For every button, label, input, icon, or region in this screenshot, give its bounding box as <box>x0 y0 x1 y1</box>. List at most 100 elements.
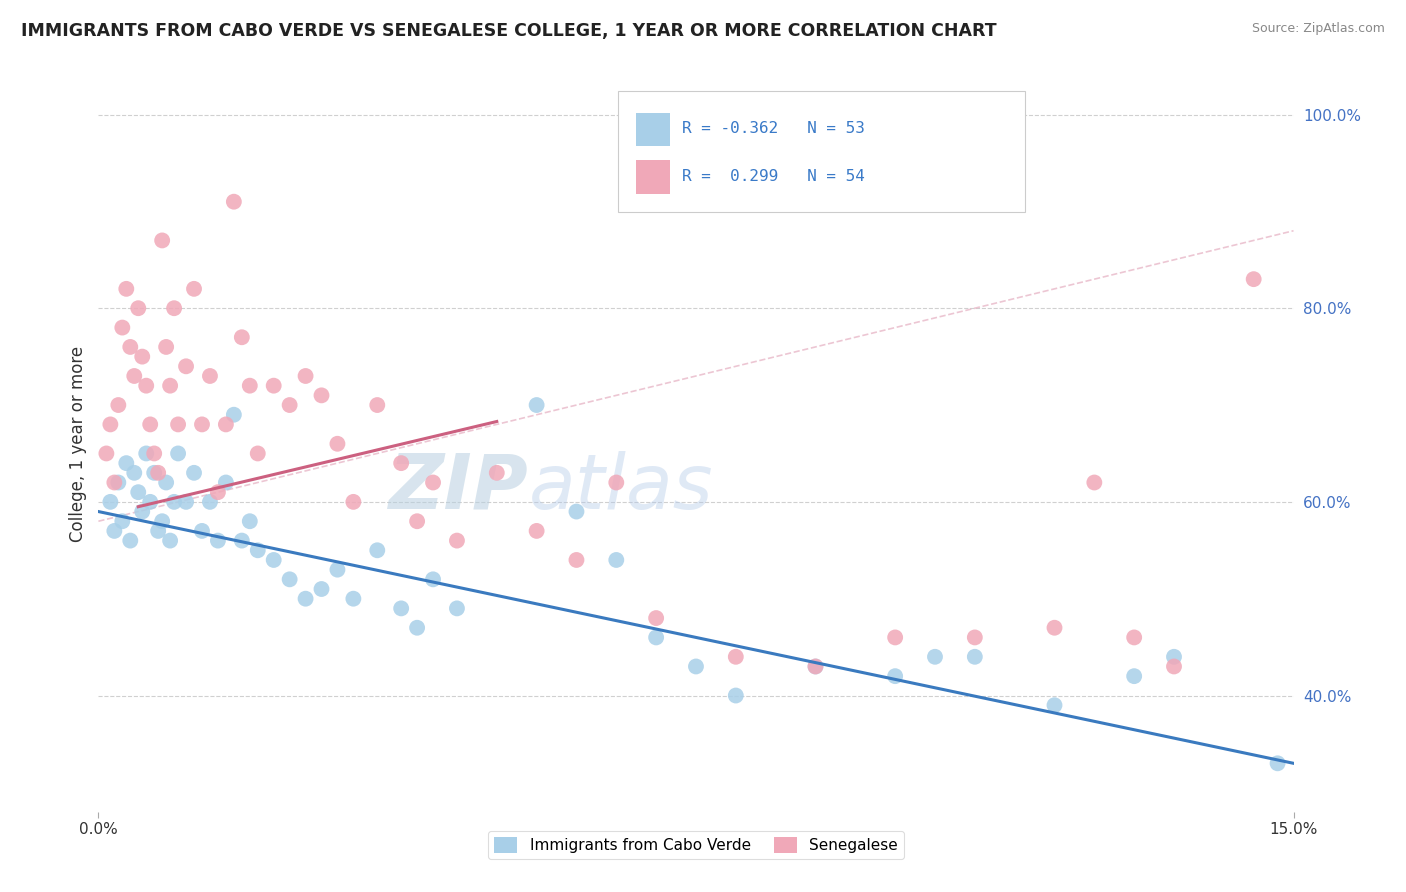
Point <box>150 514 173 528</box>
Point <box>163 495 186 509</box>
Point <box>103 524 125 538</box>
Point <box>446 601 468 615</box>
Point <box>963 631 986 645</box>
Point <box>1043 621 1066 635</box>
Point <box>724 649 747 664</box>
Point <box>222 194 245 209</box>
Point <box>278 398 301 412</box>
Point <box>685 659 707 673</box>
Point <box>139 417 162 432</box>
Text: Source: ZipAtlas.com: Source: ZipAtlas.com <box>1251 22 1385 36</box>
Point <box>191 417 214 432</box>
Point <box>222 408 245 422</box>
Point <box>342 495 364 509</box>
Point <box>107 475 129 490</box>
Point <box>183 466 205 480</box>
Point <box>963 649 986 664</box>
Point <box>183 282 205 296</box>
Point <box>1267 756 1289 771</box>
Point <box>139 495 162 509</box>
Point <box>120 533 142 548</box>
Text: atlas: atlas <box>529 451 713 524</box>
Point <box>131 350 153 364</box>
Text: IMMIGRANTS FROM CABO VERDE VS SENEGALESE COLLEGE, 1 YEAR OR MORE CORRELATION CHA: IMMIGRANTS FROM CABO VERDE VS SENEGALESE… <box>21 22 997 40</box>
Point <box>1163 649 1185 664</box>
Point <box>198 495 221 509</box>
Point <box>605 553 627 567</box>
Point <box>150 234 173 248</box>
Point <box>143 466 166 480</box>
Point <box>115 282 138 296</box>
Point <box>526 524 548 538</box>
Point <box>111 514 134 528</box>
Point <box>127 301 149 316</box>
Point <box>1123 631 1146 645</box>
Point <box>167 417 190 432</box>
Point <box>326 436 349 450</box>
Point <box>191 524 214 538</box>
Point <box>107 398 129 412</box>
Point <box>526 398 548 412</box>
Point <box>263 553 285 567</box>
Point <box>605 475 627 490</box>
Point <box>422 572 444 586</box>
Point <box>135 378 157 392</box>
Point <box>215 475 238 490</box>
Text: R =  0.299   N = 54: R = 0.299 N = 54 <box>682 169 865 184</box>
Point <box>215 417 238 432</box>
Point <box>389 456 412 470</box>
Point <box>103 475 125 490</box>
Point <box>120 340 142 354</box>
Point <box>198 369 221 384</box>
Point <box>294 369 316 384</box>
Bar <box>637 112 669 145</box>
Point <box>207 485 229 500</box>
Point <box>96 446 118 460</box>
Point <box>311 582 333 596</box>
Point <box>174 495 197 509</box>
Legend: Immigrants from Cabo Verde, Senegalese: Immigrants from Cabo Verde, Senegalese <box>488 831 904 859</box>
Bar <box>637 161 669 194</box>
Text: ZIP: ZIP <box>389 451 529 524</box>
Point <box>231 533 253 548</box>
Point <box>1243 272 1265 286</box>
Point <box>924 649 946 664</box>
Point <box>124 466 146 480</box>
Point <box>163 301 186 316</box>
Point <box>131 504 153 518</box>
Point <box>422 475 444 490</box>
Point <box>565 504 588 518</box>
Point <box>485 466 508 480</box>
Point <box>246 446 269 460</box>
Text: R = -0.362   N = 53: R = -0.362 N = 53 <box>682 121 865 136</box>
Point <box>804 659 827 673</box>
Point <box>167 446 190 460</box>
Point <box>159 533 181 548</box>
Point <box>294 591 316 606</box>
Point <box>645 611 668 625</box>
Point <box>115 456 138 470</box>
Point <box>884 669 907 683</box>
Point <box>366 543 388 558</box>
Point <box>311 388 333 402</box>
Point <box>148 466 170 480</box>
Point <box>263 378 285 392</box>
Point <box>406 621 429 635</box>
Point <box>239 378 262 392</box>
Point <box>645 631 668 645</box>
Point <box>884 631 907 645</box>
Point <box>159 378 181 392</box>
Point <box>155 475 177 490</box>
Point <box>724 689 747 703</box>
Point <box>1083 475 1105 490</box>
Point <box>1043 698 1066 713</box>
Point <box>111 320 134 334</box>
Point <box>239 514 262 528</box>
Point <box>143 446 166 460</box>
Point <box>98 417 122 432</box>
Point <box>98 495 122 509</box>
Point <box>174 359 197 374</box>
Point <box>148 524 170 538</box>
Point <box>231 330 253 344</box>
Point <box>207 533 229 548</box>
